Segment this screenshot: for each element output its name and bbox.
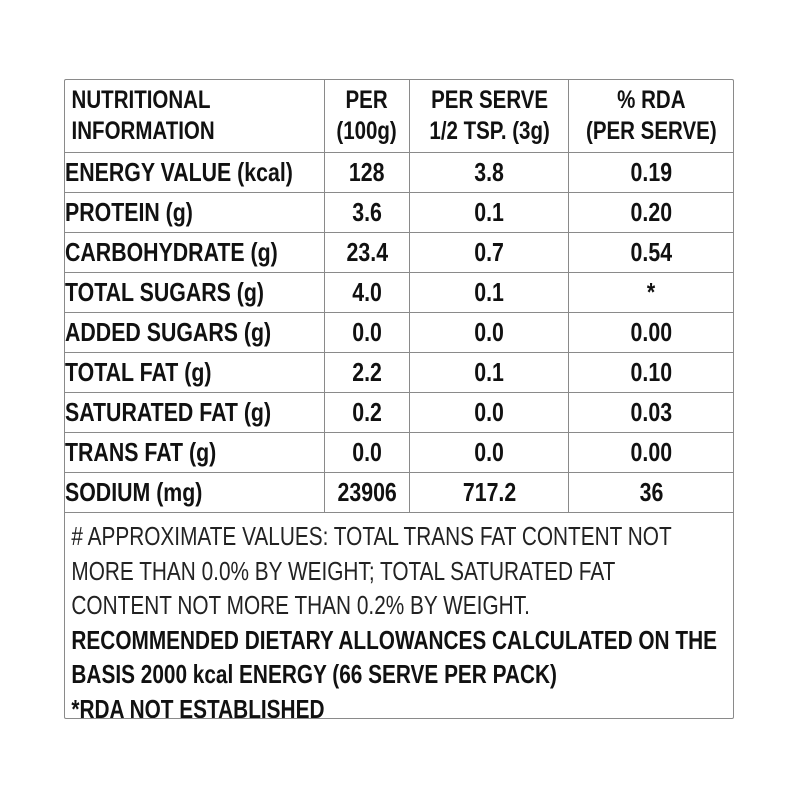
per-serve-value: 0.0: [409, 312, 570, 353]
per-100g-value: 128: [324, 152, 411, 193]
per-serve-value: 0.7: [409, 232, 570, 273]
per-100g-value: 2.2: [324, 352, 411, 393]
per-100g-value: 23906: [324, 472, 411, 513]
table-row: SODIUM (mg) 23906 717.2 36: [65, 472, 733, 513]
table-row: TOTAL FAT (g) 2.2 0.1 0.10: [65, 352, 733, 393]
table-row: SATURATED FAT (g) 0.2 0.0 0.03: [65, 392, 733, 433]
nutrient-label: SATURATED FAT (g): [65, 392, 325, 433]
table-row: TOTAL SUGARS (g) 4.0 0.1 *: [65, 272, 733, 313]
nutrient-label: TOTAL FAT (g): [65, 352, 325, 393]
table-header-row: NUTRITIONAL INFORMATION PER (100g) PER S…: [65, 80, 733, 153]
approximate-values-note-line: CONTENT NOT MORE THAN 0.2% BY WEIGHT.: [71, 590, 530, 620]
rda-value: 0.54: [568, 232, 733, 273]
per-serve-value: 717.2: [409, 472, 570, 513]
nutrient-label: ADDED SUGARS (g): [65, 312, 325, 353]
footnotes: # APPROXIMATE VALUES: TOTAL TRANS FAT CO…: [65, 513, 718, 719]
nutrient-label: TOTAL SUGARS (g): [65, 272, 325, 313]
rda-value: 0.00: [568, 432, 733, 473]
per-serve-value: 0.1: [409, 352, 570, 393]
nutrient-label: TRANS FAT (g): [65, 432, 325, 473]
rda-value: *: [568, 272, 733, 313]
rda-value: 0.03: [568, 392, 733, 433]
nutrition-table: NUTRITIONAL INFORMATION PER (100g) PER S…: [65, 80, 733, 513]
header-per-serve: PER SERVE 1/2 TSP. (3g): [423, 80, 555, 153]
table-row: ADDED SUGARS (g) 0.0 0.0 0.00: [65, 312, 733, 353]
per-serve-value: 0.0: [409, 392, 570, 433]
table-row: CARBOHYDRATE (g) 23.4 0.7 0.54: [65, 232, 733, 273]
rda-value: 0.10: [568, 352, 733, 393]
per-serve-value: 0.1: [409, 272, 570, 313]
rda-value: 0.20: [568, 192, 733, 233]
approximate-values-note-line: MORE THAN 0.0% BY WEIGHT; TOTAL SATURATE…: [71, 555, 616, 586]
per-100g-value: 0.0: [324, 312, 411, 353]
table-row: ENERGY VALUE (kcal) 128 3.8 0.19: [65, 152, 733, 193]
nutrient-label: ENERGY VALUE (kcal): [65, 152, 325, 193]
rda-not-established-note: *RDA NOT ESTABLISHED: [71, 693, 325, 719]
per-100g-value: 3.6: [324, 192, 411, 233]
per-serve-value: 3.8: [409, 152, 570, 193]
nutrient-label: CARBOHYDRATE (g): [65, 232, 325, 273]
nutrient-label: SODIUM (mg): [65, 472, 325, 513]
per-100g-value: 4.0: [324, 272, 411, 313]
rda-value: 36: [568, 472, 733, 513]
per-100g-value: 0.2: [324, 392, 411, 433]
table-row: TRANS FAT (g) 0.0 0.0 0.00: [65, 432, 733, 473]
nutrition-facts-panel: NUTRITIONAL INFORMATION PER (100g) PER S…: [64, 79, 734, 719]
rda-basis-note-line: RECOMMENDED DIETARY ALLOWANCES CALCULATE…: [71, 624, 717, 655]
per-serve-value: 0.1: [409, 192, 570, 233]
header-rda-per-serve: % RDA (PER SERVE): [583, 80, 719, 153]
rda-value: 0.00: [568, 312, 733, 353]
table-row: PROTEIN (g) 3.6 0.1 0.20: [65, 192, 733, 233]
per-100g-value: 23.4: [324, 232, 411, 273]
per-100g-value: 0.0: [324, 432, 411, 473]
rda-basis-note-line: BASIS 2000 kcal ENERGY (66 SERVE PER PAC…: [71, 659, 557, 689]
per-serve-value: 0.0: [409, 432, 570, 473]
header-nutritional-information: NUTRITIONAL INFORMATION: [65, 80, 279, 153]
approximate-values-note-line: # APPROXIMATE VALUES: TOTAL TRANS FAT CO…: [71, 521, 672, 551]
nutrient-label: PROTEIN (g): [65, 192, 325, 233]
header-per-100g: PER (100g): [332, 80, 403, 153]
rda-value: 0.19: [568, 152, 733, 193]
